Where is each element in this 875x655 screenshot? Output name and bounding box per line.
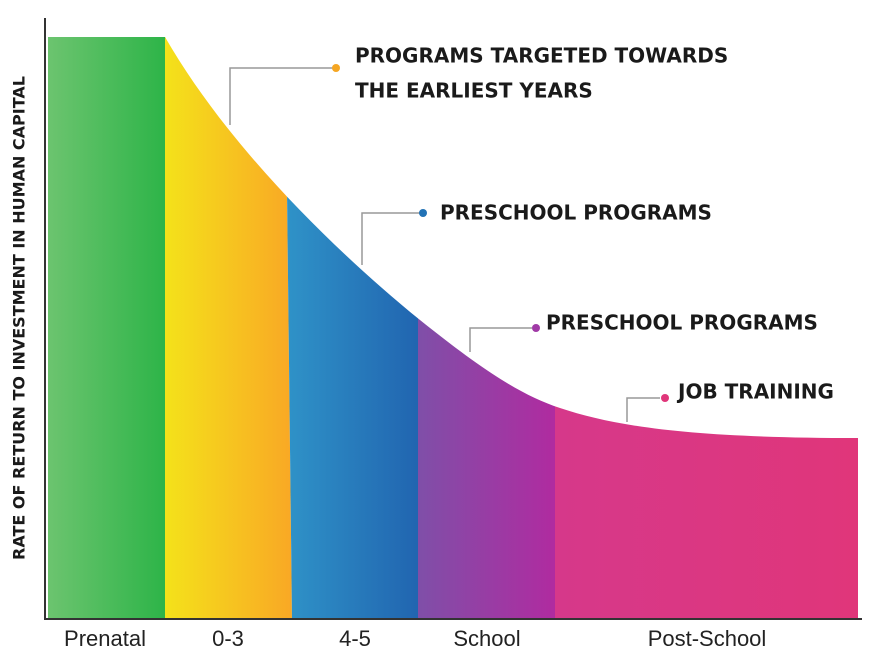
segment-0-3 xyxy=(165,37,292,618)
annotation: PROGRAMS TARGETED TOWARDS xyxy=(355,44,728,68)
annotation: JOB TRAINING xyxy=(676,380,834,404)
callout-line xyxy=(361,212,420,265)
annotation: PRESCHOOL PROGRAMS xyxy=(440,201,712,225)
segment-4-5 xyxy=(285,37,418,618)
category-label: 0-3 xyxy=(212,626,244,651)
category-label: Post-School xyxy=(648,626,767,651)
annotation: THE EARLIEST YEARS xyxy=(355,79,593,103)
callout-line xyxy=(626,397,660,422)
y-axis-label: RATE OF RETURN TO INVESTMENT IN HUMAN CA… xyxy=(10,76,29,560)
category-label: School xyxy=(453,626,520,651)
segment-school xyxy=(418,37,555,618)
category-label: Prenatal xyxy=(64,626,146,651)
callout-dot xyxy=(419,209,427,217)
callout-dot xyxy=(332,64,340,72)
callout-dot xyxy=(661,394,669,402)
callout-line xyxy=(229,67,333,125)
callout-line xyxy=(469,327,532,352)
callout-dot xyxy=(532,324,540,332)
annotation: PRESCHOOL PROGRAMS xyxy=(546,311,818,335)
segment-prenatal xyxy=(48,37,166,618)
category-label: 4-5 xyxy=(339,626,371,651)
